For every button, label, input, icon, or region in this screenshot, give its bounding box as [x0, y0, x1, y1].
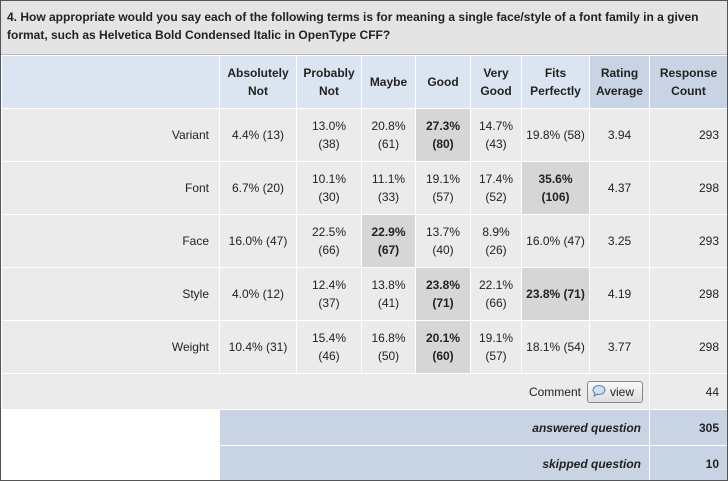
cell: 35.6% (106) — [521, 161, 590, 215]
comment-count: 44 — [649, 373, 727, 410]
column-header: Probably Not — [296, 55, 362, 109]
cell: 13.7% (40) — [415, 214, 471, 268]
skipped-value: 10 — [649, 445, 727, 480]
comment-row: Comment view 44 — [1, 373, 727, 410]
corner — [1, 55, 220, 109]
cell: 17.4% (52) — [470, 161, 522, 215]
response-count: 298 — [649, 161, 727, 215]
response-count: 298 — [649, 267, 727, 321]
cell: 15.4% (46) — [296, 320, 362, 374]
column-header: Very Good — [470, 55, 522, 109]
cell: 13.0% (38) — [296, 108, 362, 162]
view-button[interactable]: view — [586, 380, 643, 403]
cell: 19.1% (57) — [415, 161, 471, 215]
skipped-label: skipped question — [219, 445, 650, 480]
comment-label: Comment — [528, 384, 581, 399]
column-header: Fits Perfectly — [521, 55, 590, 109]
row-label: Variant — [1, 108, 220, 162]
speech-icon — [592, 384, 606, 397]
rating-average: 3.77 — [589, 320, 650, 374]
row-label: Face — [1, 214, 220, 268]
row-label: Style — [1, 267, 220, 321]
cell: 8.9% (26) — [470, 214, 522, 268]
column-header: Absolutely Not — [219, 55, 297, 109]
data-row: Weight 10.4% (31) 15.4% (46) 16.8% (50) 20.1… — [1, 320, 727, 374]
cell: 22.1% (66) — [470, 267, 522, 321]
cell: 16.0% (47) — [521, 214, 590, 268]
skipped-row: skipped question 10 — [1, 445, 727, 480]
cell: 6.7% (20) — [219, 161, 297, 215]
header-row: Absolutely Not Probably Not Maybe Good Very … — [1, 55, 727, 109]
data-row: Style 4.0% (12) 12.4% (37) 13.8% (41) 23.8% … — [1, 267, 727, 321]
cell: 14.7% (43) — [470, 108, 522, 162]
cell: 20.8% (61) — [361, 108, 416, 162]
cell: 13.8% (41) — [361, 267, 416, 321]
cell: 16.8% (50) — [361, 320, 416, 374]
cell: 16.0% (47) — [219, 214, 297, 268]
response-count: 298 — [649, 320, 727, 374]
cell: 22.5% (66) — [296, 214, 362, 268]
question-title: 4. How appropriate would you say each of… — [1, 1, 727, 55]
cell: 10.1% (30) — [296, 161, 362, 215]
column-header: Response Count — [649, 55, 727, 109]
cell: 4.4% (13) — [219, 108, 297, 162]
blank — [1, 445, 220, 480]
rating-average: 4.37 — [589, 161, 650, 215]
cell: 12.4% (37) — [296, 267, 362, 321]
data-row: Variant 4.4% (13) 13.0% (38) 20.8% (61) 27.3… — [1, 108, 727, 162]
cell: 20.1% (60) — [415, 320, 471, 374]
rating-average: 3.94 — [589, 108, 650, 162]
column-header: Good — [415, 55, 471, 109]
cell: 19.1% (57) — [470, 320, 522, 374]
response-count: 293 — [649, 214, 727, 268]
answered-label: answered question — [219, 409, 650, 446]
answered-value: 305 — [649, 409, 727, 446]
rating-average: 3.25 — [589, 214, 650, 268]
cell: 22.9% (67) — [361, 214, 416, 268]
data-row: Face 16.0% (47) 22.5% (66) 22.9% (67) 13.7% … — [1, 214, 727, 268]
comment-cell: Comment view — [1, 373, 650, 410]
cell: 10.4% (31) — [219, 320, 297, 374]
column-header: Rating Average — [589, 55, 650, 109]
answered-row: answered question 305 — [1, 409, 727, 446]
view-label: view — [609, 384, 634, 399]
cell: 27.3% (80) — [415, 108, 471, 162]
column-header: Maybe — [361, 55, 416, 109]
row-label: Font — [1, 161, 220, 215]
cell: 23.8% (71) — [521, 267, 590, 321]
row-label: Weight — [1, 320, 220, 374]
rating-average: 4.19 — [589, 267, 650, 321]
cell: 11.1% (33) — [361, 161, 416, 215]
cell: 18.1% (54) — [521, 320, 590, 374]
blank — [1, 409, 220, 446]
cell: 19.8% (58) — [521, 108, 590, 162]
response-count: 293 — [649, 108, 727, 162]
result-table: Absolutely Not Probably Not Maybe Good Very … — [1, 55, 727, 480]
cell: 23.8% (71) — [415, 267, 471, 321]
cell: 4.0% (12) — [219, 267, 297, 321]
data-row: Font 6.7% (20) 10.1% (30) 11.1% (33) 19.1% (… — [1, 161, 727, 215]
